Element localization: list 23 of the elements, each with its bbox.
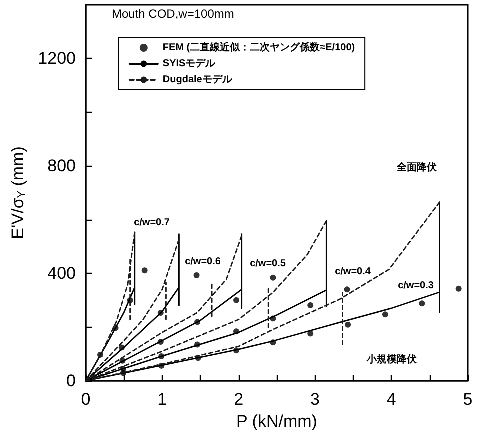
x-tick-label: 1 bbox=[158, 390, 168, 409]
x-tick-label: 5 bbox=[463, 390, 473, 409]
y-tick-label: 800 bbox=[48, 156, 76, 176]
legend-label: FEM (二直線近似：二次ヤング係数≈E/100) bbox=[162, 42, 356, 54]
annotation: c/w=0.5 bbox=[250, 258, 286, 270]
annotation: 小規模降伏 bbox=[366, 354, 418, 366]
annotation: c/w=0.4 bbox=[335, 266, 372, 278]
legend-label: Dugdaleモデル bbox=[162, 74, 234, 86]
x-tick-label: 0 bbox=[81, 390, 91, 409]
annotation: c/w=0.3 bbox=[398, 280, 434, 292]
annotation: Mouth COD,w=100mm bbox=[112, 7, 234, 21]
x-tick-label: 2 bbox=[234, 390, 244, 409]
annotation: c/w=0.6 bbox=[185, 256, 222, 268]
y-tick-label: 1200 bbox=[38, 49, 76, 68]
x-axis-title: P (kN/mm) bbox=[236, 412, 318, 431]
x-tick-label: 4 bbox=[386, 390, 396, 409]
y-tick-label: 400 bbox=[48, 264, 76, 284]
x-tick-label: 3 bbox=[310, 390, 320, 409]
annotation: 全面降伏 bbox=[396, 162, 438, 174]
y-tick-label: 0 bbox=[66, 372, 76, 390]
y-axis-title: E'V/σY (mm) bbox=[8, 146, 28, 240]
legend-label: SYISモデル bbox=[162, 58, 217, 70]
annotation: c/w=0.7 bbox=[134, 218, 170, 228]
